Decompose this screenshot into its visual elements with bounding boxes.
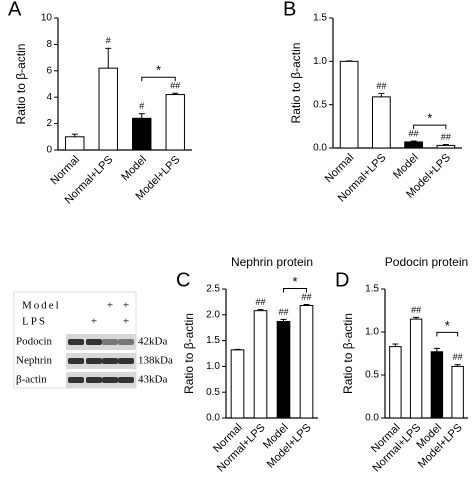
significance-label: * <box>156 63 161 78</box>
y-tick-label: 1.0 <box>365 327 379 338</box>
treatment-label: Model <box>22 300 61 312</box>
y-tick-label: 0.5 <box>313 99 327 110</box>
band-label: β-actin <box>16 374 47 386</box>
western-blot: Model + + LPS + + Podocin 42kDa Nephrin 138kDa β-a… <box>13 291 173 389</box>
bar <box>165 94 185 151</box>
bar-label: # <box>106 36 111 46</box>
treatment-label: LPS <box>22 316 47 328</box>
treatment-sign: + <box>123 316 129 328</box>
y-tick-label: 2.5 <box>206 284 220 295</box>
y-tick-label: 10 <box>41 13 53 24</box>
bar-label: ## <box>255 297 265 307</box>
y-axis-label: Ratio to β-actin <box>341 313 355 394</box>
blot-band <box>86 339 102 345</box>
significance-label: * <box>427 111 432 126</box>
bar <box>276 321 291 419</box>
y-tick-label: 1.0 <box>206 361 220 372</box>
y-tick-label: 1.0 <box>313 56 327 67</box>
bar-label: ## <box>411 305 421 315</box>
band-size: 138kDa <box>138 355 173 367</box>
blot-band <box>68 339 84 345</box>
band-label: Nephrin <box>16 355 53 367</box>
blot-band <box>118 377 134 383</box>
bar <box>389 346 402 419</box>
bar <box>230 349 245 419</box>
y-tick-label: 0.5 <box>206 387 220 398</box>
treatment-sign: + <box>123 300 129 312</box>
significance-label: * <box>292 274 297 289</box>
y-axis-label: Ratio to β-actin <box>14 44 28 125</box>
bar-label: ## <box>441 132 451 142</box>
y-axis-label: Ratio to β-actin <box>182 313 196 394</box>
treatment-sign: + <box>91 316 97 328</box>
bar <box>132 117 152 151</box>
panel-letter: C <box>176 269 190 291</box>
chart-title: Nephrin protein <box>231 255 313 269</box>
treatment-sign: + <box>107 300 113 312</box>
x-tick-label: Model <box>119 154 149 184</box>
panel-letter: B <box>283 0 296 20</box>
blot-band <box>86 377 102 383</box>
y-tick-label: 1.5 <box>206 335 220 346</box>
bar-label: # <box>139 101 144 111</box>
bar <box>430 351 444 419</box>
significance-bracket <box>413 124 447 130</box>
y-tick-label: 1.5 <box>313 13 327 24</box>
y-tick-label: 0.0 <box>206 413 220 424</box>
significance-bracket <box>283 287 307 293</box>
band-label: Podocin <box>16 336 53 348</box>
bar <box>253 310 268 419</box>
y-tick-label: 0 <box>46 145 52 156</box>
x-tick-label: Normal <box>48 154 82 188</box>
bar <box>299 305 314 419</box>
bar-label: ## <box>301 292 311 302</box>
panel-letter: A <box>8 0 22 20</box>
y-tick-label: 0.0 <box>313 143 327 154</box>
bar <box>372 96 391 149</box>
bar-label: ## <box>376 81 386 91</box>
blot-band <box>102 358 118 364</box>
bar <box>98 67 118 151</box>
significance-bracket <box>436 331 459 337</box>
x-tick-label: Model <box>391 152 421 182</box>
y-tick-label: 0.5 <box>365 370 379 381</box>
bar <box>436 144 456 149</box>
y-tick-label: 1.5 <box>365 284 379 295</box>
band-size: 42kDa <box>138 336 167 348</box>
blot-band <box>102 377 118 383</box>
y-tick-label: 8 <box>46 39 52 50</box>
y-tick-label: 0.0 <box>365 413 379 424</box>
bar <box>404 141 423 149</box>
blot-band <box>118 358 134 364</box>
y-tick-label: 2.0 <box>206 309 220 320</box>
y-axis-label: Ratio to β-actin <box>289 43 303 124</box>
bar-label: ## <box>278 307 288 317</box>
significance-bracket <box>141 76 176 82</box>
blot-band <box>86 358 102 364</box>
blot-band <box>102 339 118 345</box>
bar-label: ## <box>453 352 463 362</box>
bar <box>65 136 85 151</box>
chart-title: Podocin protein <box>385 255 468 269</box>
significance-label: * <box>445 318 450 333</box>
y-tick-label: 6 <box>46 65 52 76</box>
bar-label: ## <box>409 128 419 138</box>
band-size: 43kDa <box>138 374 167 386</box>
bar <box>409 318 423 419</box>
bar <box>451 365 464 419</box>
blot-band <box>68 358 84 364</box>
bar-label: ## <box>170 81 180 91</box>
y-tick-label: 2 <box>46 118 52 129</box>
bar <box>339 60 359 149</box>
panel-letter: D <box>335 269 349 291</box>
y-tick-label: 4 <box>46 92 52 103</box>
blot-band <box>68 377 84 383</box>
blot-band <box>118 339 134 345</box>
